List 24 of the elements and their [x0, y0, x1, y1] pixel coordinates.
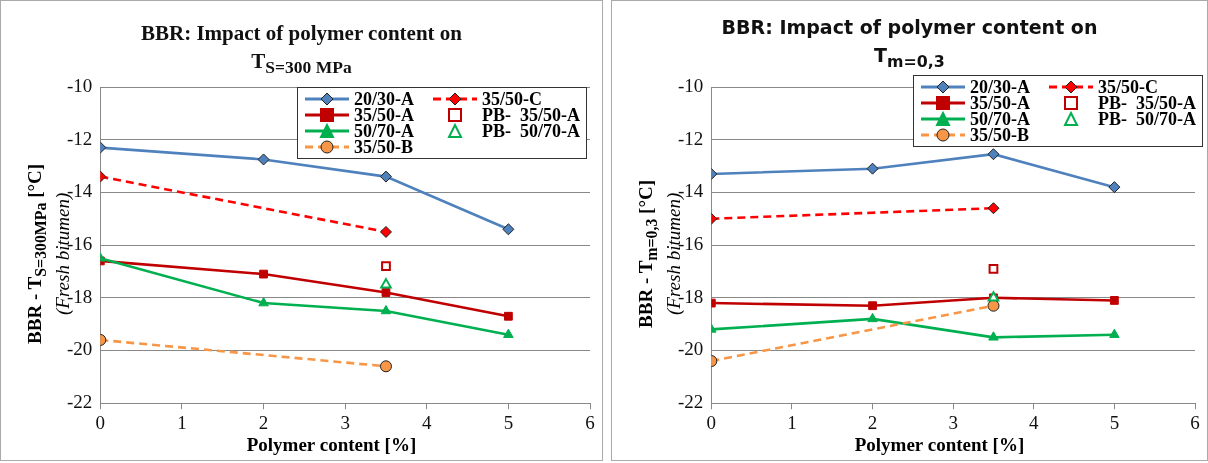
- y-tick-label: -12: [67, 127, 93, 149]
- x-tick-label: 6: [585, 411, 595, 433]
- x-tick-label: 5: [1109, 411, 1120, 433]
- x-tick-label: 6: [1190, 411, 1200, 433]
- x-tick-label: 2: [867, 411, 878, 433]
- x-tick-label: 3: [340, 411, 350, 433]
- x-axis-title: Polymer content [%]: [853, 434, 1026, 456]
- x-tick-label: 4: [1029, 411, 1040, 433]
- x-tick-label: 4: [422, 411, 433, 433]
- y-tick-label: -20: [678, 338, 704, 360]
- y-tick-label: -20: [67, 338, 93, 360]
- y-tick-label: -12: [678, 127, 704, 149]
- chart-title: BBR: Impact of polymer content on T$_{m=0,3}$: [720, 15, 1099, 73]
- x-tick-label: 2: [258, 411, 269, 433]
- x-tick-label: 0: [706, 411, 717, 433]
- y-tick-label: -10: [67, 74, 93, 96]
- x-tick-label: 1: [177, 411, 187, 433]
- x-axis-title: Polymer content [%]: [245, 434, 418, 456]
- x-tick-label: 5: [503, 411, 514, 433]
- y-tick-label: -10: [678, 74, 704, 96]
- x-tick-label: 1: [787, 411, 797, 433]
- chart-title: BBR: Impact of polymer content on T$_{S=300 MPa}$: [140, 21, 462, 78]
- x-tick-label: 3: [948, 411, 958, 433]
- x-tick-label: 0: [95, 411, 106, 433]
